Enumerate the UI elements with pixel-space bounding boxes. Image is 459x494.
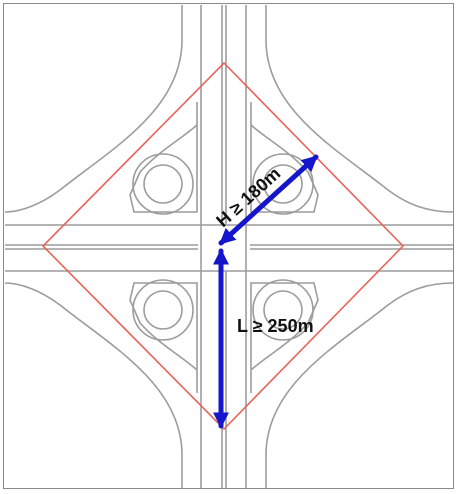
interchange-zone-outline: [41, 61, 405, 431]
outer-ramps: [4, 5, 454, 488]
l-dimension-label: L ≥ 250m: [237, 316, 314, 336]
h-dimension-arrow: [218, 154, 319, 246]
ramp-islands: [129, 102, 319, 393]
